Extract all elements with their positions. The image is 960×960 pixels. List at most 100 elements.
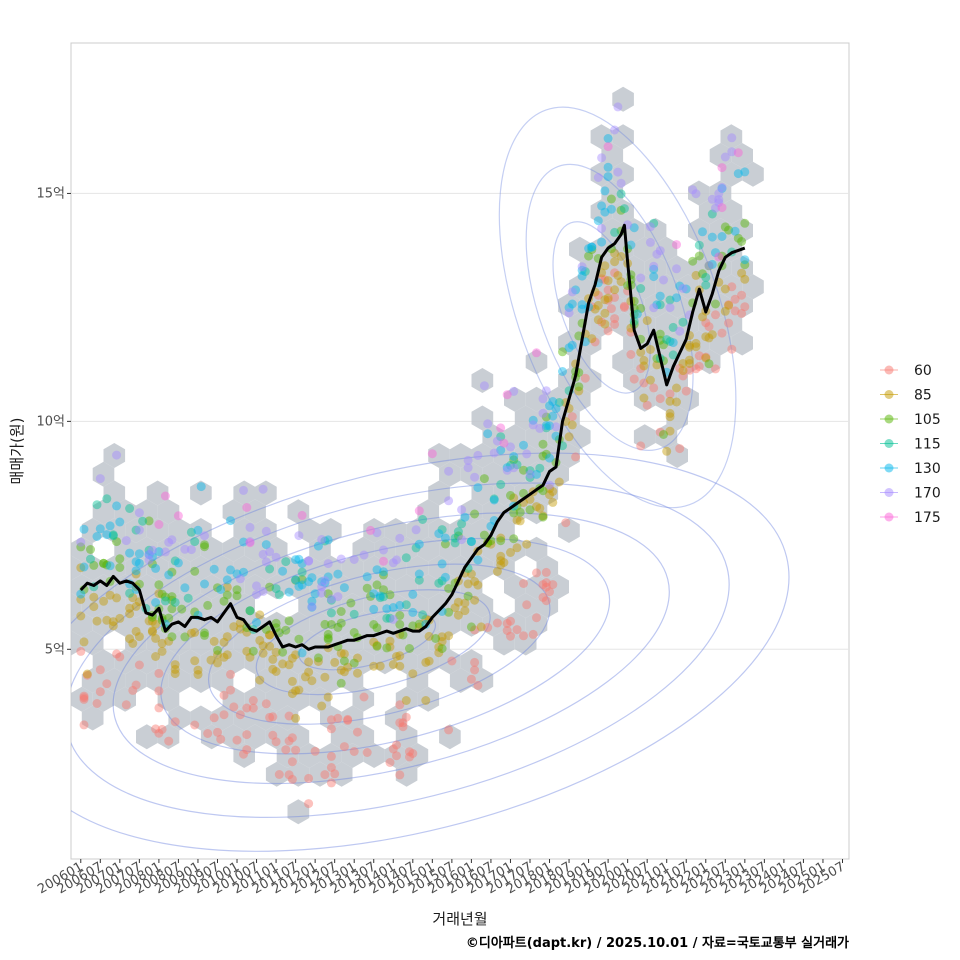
scatter-point — [665, 412, 675, 422]
scatter-point — [349, 628, 359, 637]
scatter-point — [593, 173, 603, 182]
scatter-point — [291, 555, 301, 565]
legend-key-point — [884, 390, 894, 399]
hexbin-cell — [493, 518, 515, 543]
hexbin-cell — [341, 668, 364, 693]
scatter-point — [320, 536, 330, 546]
scatter-point — [372, 565, 382, 575]
legend-key-point — [884, 365, 894, 375]
legend-key-point — [884, 414, 894, 424]
scatter-point — [506, 616, 515, 626]
hexbin-cell — [341, 555, 364, 581]
scatter-point — [496, 423, 506, 433]
hexbin-cell — [698, 236, 721, 262]
scatter-point — [291, 575, 301, 585]
hexbin-cell — [460, 499, 483, 525]
hexbin-cell — [157, 724, 180, 750]
hexbin-cell — [698, 349, 721, 375]
scatter-point — [239, 537, 248, 547]
hexbin-cell — [276, 743, 299, 768]
scatter-point — [512, 515, 522, 525]
hexbin-cell — [439, 724, 461, 750]
scatter-point — [76, 542, 86, 552]
scatter-point — [239, 485, 248, 495]
scatter-point — [366, 591, 375, 601]
hexbin-cell — [136, 536, 158, 562]
scatter-point — [186, 545, 196, 555]
scatter-point — [405, 747, 414, 757]
legend-label: 105 — [914, 412, 941, 428]
hexbin-cell — [558, 330, 580, 356]
scatter-point — [281, 745, 291, 755]
legend-label: 175 — [914, 510, 941, 526]
scatter-point — [737, 237, 747, 246]
scatter-point — [89, 602, 99, 612]
hexbin-cell — [168, 705, 191, 731]
scatter-point — [554, 477, 564, 487]
scatter-point — [284, 736, 294, 746]
scatter-point — [645, 375, 655, 385]
scatter-point — [131, 680, 141, 690]
scatter-point — [131, 569, 141, 579]
scatter-point — [610, 125, 620, 135]
scatter-point — [200, 540, 209, 550]
legend: 60 85 105 115 130 170 175 — [880, 363, 941, 526]
scatter-point — [76, 537, 86, 547]
scatter-point — [395, 651, 405, 661]
hexbin-cell — [125, 630, 147, 656]
hexbin-cell — [720, 199, 743, 225]
scatter-point — [265, 630, 275, 640]
scatter-point — [665, 408, 675, 418]
scatter-point — [287, 653, 297, 663]
hexbin-cell — [244, 686, 266, 712]
hexbin-cell — [352, 724, 375, 750]
hexbin-cell — [504, 611, 526, 637]
hexbin-cell — [471, 443, 494, 468]
hexbin-cell — [384, 593, 407, 618]
hexbin-cell — [623, 293, 645, 318]
scatter-point — [457, 535, 467, 545]
scatter-point — [317, 582, 327, 592]
scatter-point — [733, 169, 743, 179]
scatter-point — [190, 656, 200, 666]
density-contour — [552, 221, 651, 394]
hexbin-cell — [417, 536, 440, 562]
hexbin-cell — [493, 555, 515, 581]
scatter-point — [668, 322, 678, 332]
hexbin-cell — [92, 499, 115, 525]
scatter-point — [154, 668, 164, 678]
hexbin-cell — [395, 649, 418, 675]
scatter-point — [95, 524, 105, 534]
scatter-point — [434, 578, 444, 588]
scatter-point — [720, 284, 730, 294]
scatter-point — [418, 515, 428, 524]
hexbin-cell — [677, 311, 699, 337]
hexbin-cell — [103, 555, 126, 581]
scatter-point — [613, 271, 623, 280]
scatter-point — [392, 751, 401, 761]
hexbin-cell — [190, 668, 212, 693]
scatter-point — [665, 389, 675, 399]
scatter-point — [326, 724, 336, 734]
scatter-point — [219, 652, 229, 662]
scatter-point — [466, 569, 476, 579]
hexbin-cell — [168, 518, 191, 543]
scatter-point — [326, 608, 336, 618]
scatter-point — [714, 189, 724, 198]
scatter-point — [323, 535, 333, 545]
hexbin-cell — [287, 761, 310, 787]
scatter-point — [349, 609, 359, 619]
scatter-point — [317, 588, 327, 598]
scatter-point — [128, 593, 138, 603]
scatter-point — [151, 724, 161, 734]
hexbin-layer — [71, 86, 764, 825]
hexbin-cell — [81, 593, 104, 618]
hexbin-cell — [417, 686, 440, 712]
scatter-point — [261, 526, 271, 536]
scatter-point — [232, 585, 242, 595]
scatter-point — [76, 594, 86, 604]
hexbin-cell — [428, 555, 450, 581]
scatter-point — [274, 770, 284, 779]
scatter-point — [209, 713, 219, 723]
hexbin-cell — [688, 255, 710, 281]
